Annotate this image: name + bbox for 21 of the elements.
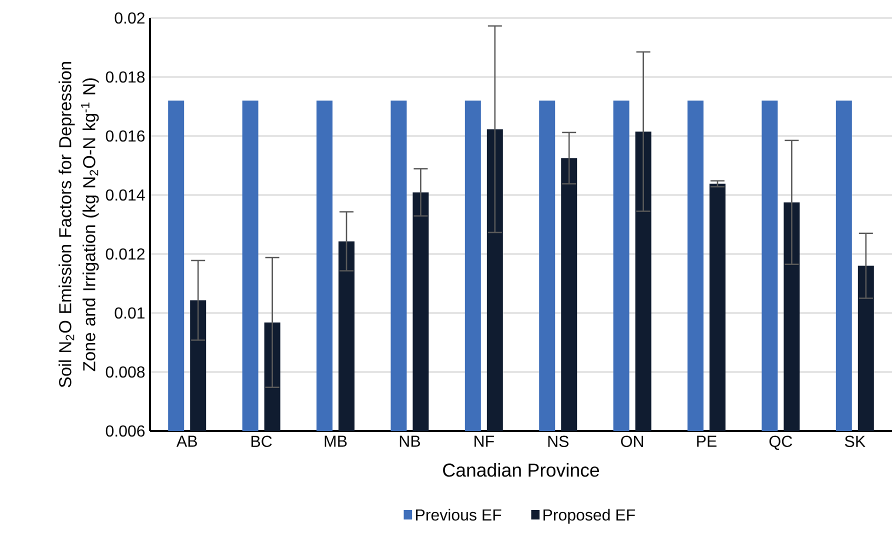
y-tick-label: 0.014 bbox=[106, 189, 145, 201]
x-tick-label: NF bbox=[474, 436, 494, 447]
x-tick-label: NB bbox=[400, 436, 420, 447]
legend-label: Proposed EF bbox=[544, 508, 635, 524]
x-tick-label: QC bbox=[769, 436, 792, 450]
y-tick-label: 0.02 bbox=[114, 12, 144, 24]
x-tick-label: MB bbox=[324, 436, 347, 447]
y-tick-label: 0.018 bbox=[106, 71, 145, 83]
y-tick-label: 0.016 bbox=[106, 130, 145, 142]
x-tick-label: ON bbox=[621, 436, 644, 448]
x-tick-label: BC bbox=[252, 436, 272, 448]
legend-label: Previous EF bbox=[416, 508, 502, 521]
x-tick-label: NS bbox=[548, 436, 568, 448]
x-axis-title: Canadian Province bbox=[443, 463, 599, 477]
y-tick-label: 0.008 bbox=[106, 366, 145, 378]
x-tick-label: SK bbox=[844, 436, 866, 448]
y-tick-label: 0.012 bbox=[106, 248, 144, 260]
y-tick-label: 0.01 bbox=[114, 307, 145, 319]
y-tick-label: 0.006 bbox=[106, 425, 145, 437]
x-tick-label: PE bbox=[697, 436, 716, 447]
x-tick-label: AB bbox=[176, 436, 197, 447]
